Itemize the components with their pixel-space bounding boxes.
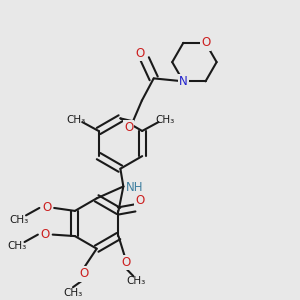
Text: O: O [121, 256, 130, 269]
Text: O: O [42, 202, 51, 214]
Text: CH₃: CH₃ [155, 115, 175, 125]
Text: CH₃: CH₃ [127, 276, 146, 286]
Text: O: O [136, 47, 145, 60]
Text: O: O [41, 228, 50, 241]
Text: O: O [79, 267, 88, 280]
Text: CH₃: CH₃ [9, 215, 28, 225]
Text: O: O [201, 36, 210, 50]
Text: O: O [124, 121, 133, 134]
Text: N: N [179, 75, 188, 88]
Text: O: O [136, 194, 145, 207]
Text: CH₃: CH₃ [66, 115, 85, 125]
Text: CH₃: CH₃ [63, 287, 82, 298]
Text: NH: NH [126, 182, 143, 194]
Text: CH₃: CH₃ [8, 242, 27, 251]
